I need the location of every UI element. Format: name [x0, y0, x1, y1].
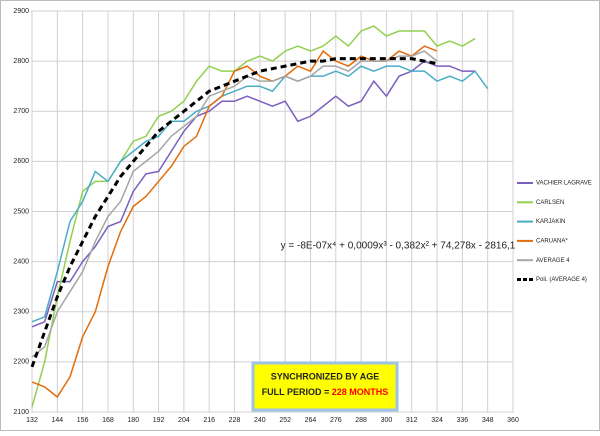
y-tick-label: 2900	[13, 8, 29, 15]
x-tick-label: 156	[77, 417, 89, 424]
y-tick-label: 2600	[13, 158, 29, 165]
series-line	[31, 45, 438, 399]
x-tick-label: 348	[482, 417, 494, 424]
legend-label: AVERAGE 4	[536, 258, 570, 264]
legend-label: CARUANA*	[536, 238, 568, 244]
legend-label: KARJAKIN	[536, 219, 565, 225]
x-tick-label: 192	[153, 417, 165, 424]
legend-label: CARLSEN	[536, 200, 564, 206]
y-tick-label: 2500	[13, 208, 29, 215]
equation: y = -8E-07x⁴ + 0,0009x³ - 0,382x² + 74,2…	[281, 241, 516, 252]
x-tick-label: 228	[229, 417, 241, 424]
x-tick-label: 324	[431, 417, 443, 424]
y-tick-label: 2300	[13, 309, 29, 316]
x-tick-label: 252	[279, 417, 291, 424]
x-tick-label: 288	[355, 417, 367, 424]
note-box	[251, 361, 399, 412]
x-tick-label: 180	[127, 417, 139, 424]
series-line	[31, 65, 489, 323]
legend: VACHIER LAGRAVE CARLSEN KARJAKIN CARUANA* AV…	[517, 181, 592, 283]
x-tick-label: 132	[26, 417, 38, 424]
x-tick-label: 168	[102, 417, 114, 424]
x-tick-label: 312	[406, 417, 418, 424]
x-tick-label: 300	[381, 417, 393, 424]
x-tick-label: 144	[51, 417, 63, 424]
y-tick-label: 2400	[13, 258, 29, 265]
series-line	[31, 50, 438, 358]
legend-label: Poli. (AVERAGE 4)	[536, 277, 587, 283]
x-tick-label: 204	[178, 417, 190, 424]
y-tick-label: 2200	[13, 359, 29, 366]
series-line	[31, 60, 476, 328]
x-tick-label: 360	[507, 417, 519, 424]
x-tick-label: 276	[330, 417, 342, 424]
x-tick-label: 216	[203, 417, 215, 424]
y-tick-label: 2100	[13, 409, 29, 416]
y-tick-label: 2800	[13, 58, 29, 65]
note-highlight: 228 MONTHS	[332, 387, 389, 397]
x-tick-label: 240	[254, 417, 266, 424]
note-line2: FULL PERIOD = 228 MONTHS	[262, 387, 389, 397]
note-prefix: FULL PERIOD =	[262, 387, 332, 397]
legend-label: VACHIER LAGRAVE	[536, 181, 592, 187]
series-line	[31, 25, 476, 408]
note-line1: SYNCHRONIZED BY AGE	[271, 371, 380, 381]
x-tick-label: 336	[457, 417, 469, 424]
x-tick-label: 264	[305, 417, 317, 424]
grid: 2100 2200 2300 2400 2500 2600 2700 2800 2900 132 1…	[13, 8, 519, 424]
y-tick-label: 2700	[13, 108, 29, 115]
lines	[30, 25, 489, 408]
series-line	[30, 57, 438, 368]
